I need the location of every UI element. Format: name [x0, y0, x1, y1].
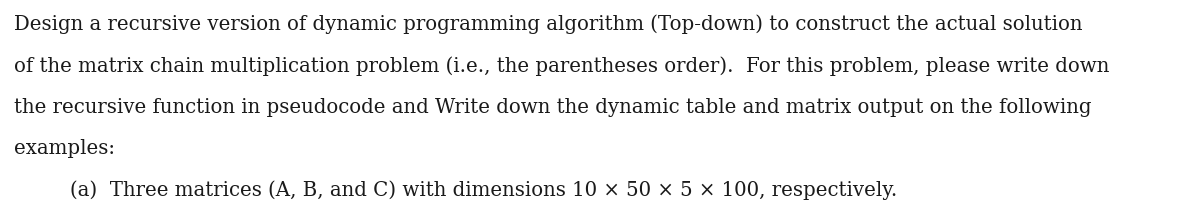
Text: Design a recursive version of dynamic programming algorithm (Top-down) to constr: Design a recursive version of dynamic pr… — [14, 15, 1082, 35]
Text: the recursive function in pseudocode and Write down the dynamic table and matrix: the recursive function in pseudocode and… — [14, 98, 1092, 117]
Text: (a)  Three matrices (A, B, and C) with dimensions 10 × 50 × 5 × 100, respectivel: (a) Three matrices (A, B, and C) with di… — [70, 180, 896, 200]
Text: of the matrix chain multiplication problem (i.e., the parentheses order).  For t: of the matrix chain multiplication probl… — [14, 56, 1110, 76]
Text: examples:: examples: — [14, 139, 115, 158]
